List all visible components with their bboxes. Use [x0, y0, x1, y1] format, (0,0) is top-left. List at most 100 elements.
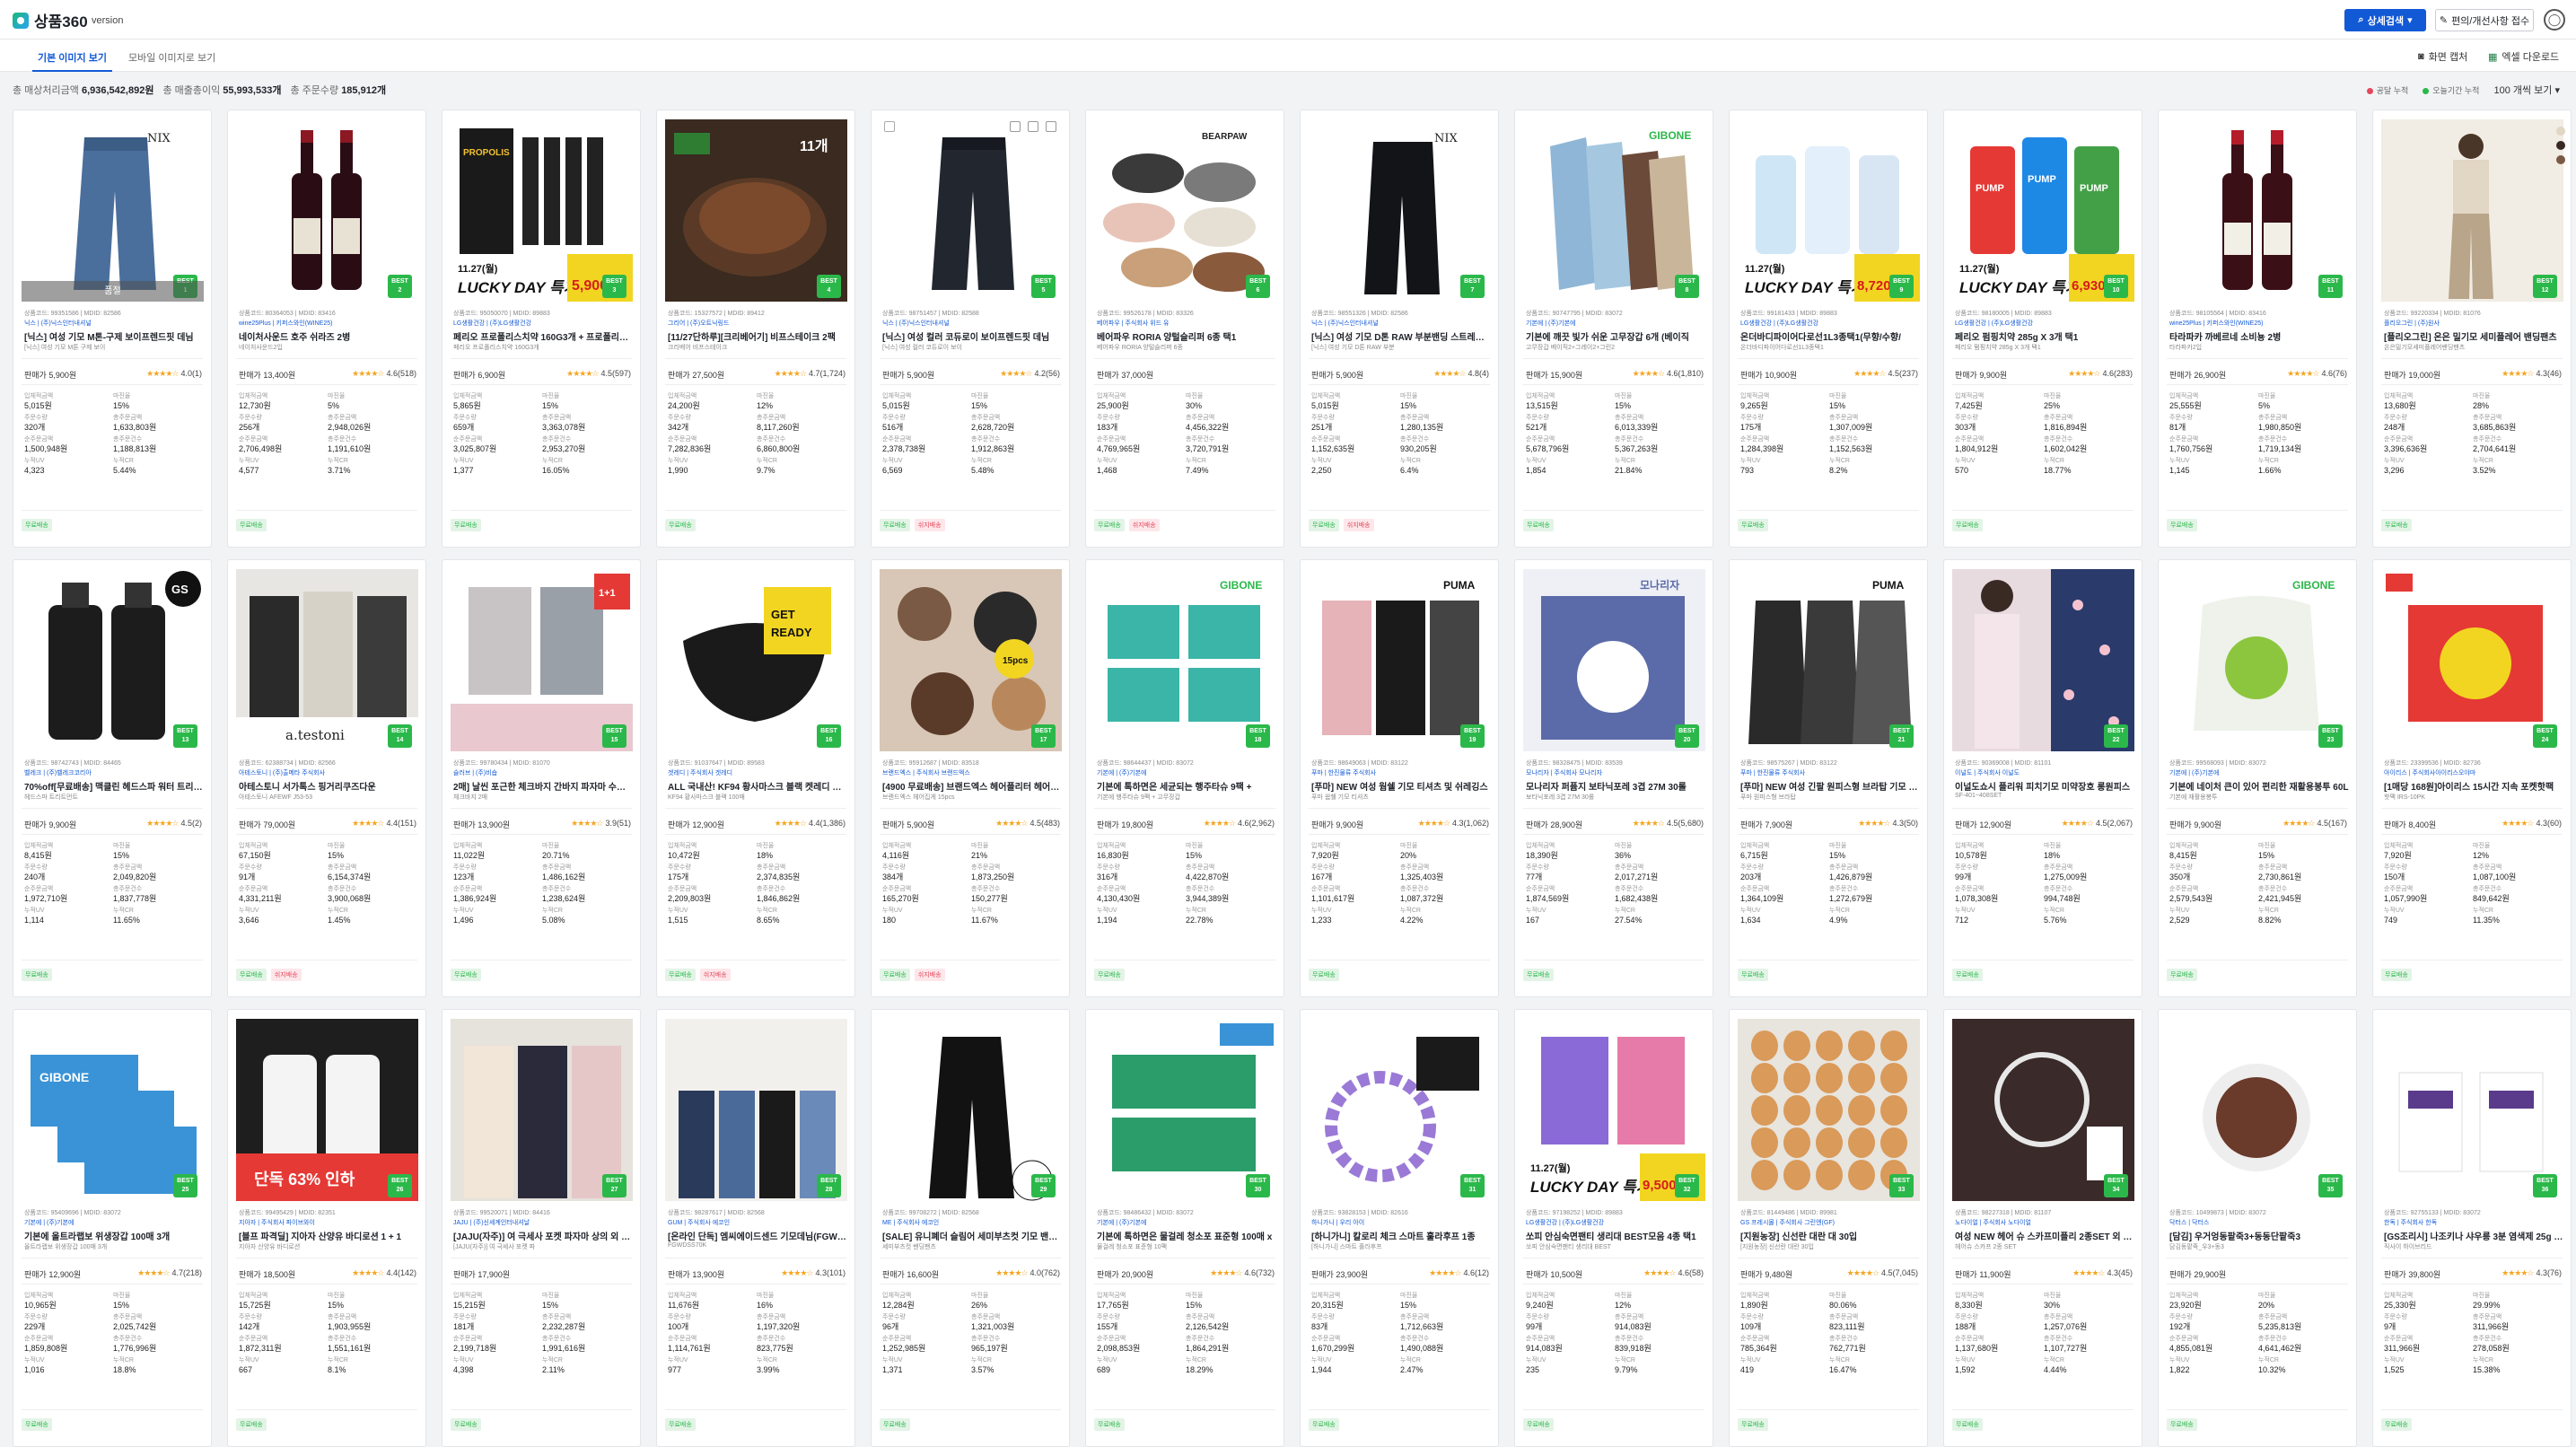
brand-link[interactable]: LG생활건강 | (주)LG생활건강 [1526, 1220, 1605, 1226]
bag-icon[interactable] [1028, 121, 1038, 132]
brand-link[interactable]: LG생활건강 | (주)LG생활건강 [1955, 320, 2034, 327]
product-title[interactable]: [푸마] NEW 여성 웜쉘 기모 티셔츠 및 쉬레깅스 [1311, 783, 1488, 793]
product-title[interactable]: [블프 파격딜] 지아자 산양유 바디로션 1 + 1 [239, 1232, 402, 1242]
select-checkbox[interactable] [884, 121, 895, 132]
brand-link[interactable]: 아이리스 | 주식회사아이리스오야마 [2384, 770, 2476, 776]
product-image[interactable]: NIX BEST 7 [1309, 119, 1491, 302]
per-page-select[interactable]: 100 개씩 보기 ▾ [2493, 85, 2560, 96]
product-title[interactable]: [하니가니] 칼로리 체크 스마트 훌라후프 1종 [1311, 1232, 1476, 1242]
product-title[interactable]: 네이처사운드 호주 쉬라즈 2병 [239, 333, 351, 343]
product-card[interactable]: NIX BEST1품절상품코드: 99351586 | MDID: 82586 … [13, 110, 212, 548]
brand-link[interactable]: wine25Plus | 키퍼스와인(WINE25) [2169, 320, 2264, 327]
product-card[interactable]: BEST 22 상품코드: 90369008 | MDID: 81101 이널도 |… [1943, 559, 2142, 997]
brand-link[interactable]: 그리어 | (주)오트닉링드 [668, 320, 730, 327]
capture-button[interactable]: ◙ 화면 캡처 [2418, 51, 2468, 63]
product-image[interactable]: BEST 12 [2381, 119, 2563, 302]
product-card[interactable]: BEST 33 상품코드: 81449486 | MDID: 89981 GS 프레… [1729, 1009, 1928, 1447]
product-image[interactable]: BEST 31 [1309, 1019, 1491, 1201]
product-image[interactable]: 모나리자 BEST 20 [1523, 569, 1705, 751]
product-title[interactable]: 기본에 올트라랩보 위생장갑 100매 3개 [24, 1232, 171, 1242]
product-card[interactable]: BEST 34 상품코드: 98227318 | MDID: 81107 노다이얼 … [1943, 1009, 2142, 1447]
product-title[interactable]: 쏘피 안심숙면팬티 생리대 BEST모음 4종 택1 [1526, 1232, 1696, 1242]
product-image[interactable]: GIBONE BEST 25 [22, 1019, 204, 1201]
excel-download-button[interactable]: ▦ 엑셀 다운로드 [2488, 51, 2560, 64]
user-icon[interactable]: ◯ [2544, 9, 2565, 31]
product-image[interactable]: GIBONE BEST 23 [2167, 569, 2349, 751]
brand-link[interactable]: 닥터스 | 닥터스 [2169, 1220, 2210, 1226]
color-swatch[interactable] [2556, 141, 2565, 150]
brand-link[interactable]: 겟레디 | 주식회사 겟레디 [668, 770, 733, 776]
product-title[interactable]: [닉스] 여성 컬러 코듀로이 보이프렌드핏 데님 [882, 333, 1050, 343]
product-card[interactable]: BEST 2 상품코드: 80364053 | MDID: 83416 wine25… [227, 110, 426, 548]
product-image[interactable]: GET READY BEST 16 [665, 569, 847, 751]
brand-link[interactable]: 노다이얼 | 주식회사 노다이얼 [1955, 1220, 2031, 1226]
product-title[interactable]: 타라파카 까베르네 소비뇽 2병 [2169, 333, 2282, 343]
product-image[interactable]: GIBONE BEST 8 [1523, 119, 1705, 302]
product-card[interactable]: PUMP PUMP PUMP 11.27(월) LUCKY DAY 특가 6,930원 B… [1943, 110, 2142, 548]
product-image[interactable]: PROPOLIS 11.27(월) LUCKY DAY 특가 5,900원 BEST 3 [451, 119, 633, 302]
product-card[interactable]: BEST 24 상품코드: 23399536 | MDID: 82736 아이리스 … [2372, 559, 2572, 997]
brand-link[interactable]: 기본에 | (주)기본에 [1526, 320, 1576, 327]
product-card[interactable]: BEST 29 상품코드: 99708272 | MDID: 82568 ME | … [871, 1009, 1070, 1447]
product-title[interactable]: 모나리자 퍼퓸지 보타닉포레 3겹 27M 30롤 [1526, 783, 1687, 793]
product-card[interactable]: BEST 31 상품코드: 93828153 | MDID: 82616 하니가니 … [1300, 1009, 1499, 1447]
product-title[interactable]: [1매당 168원]아이리스 15시간 지속 포켓핫팩 [2384, 783, 2554, 793]
product-image[interactable]: PUMA BEST 21 [1738, 569, 1920, 751]
product-image[interactable]: BEST 24 [2381, 569, 2563, 751]
product-card[interactable]: PUMA BEST 19 상품코드: 98649063 | MDID: 83122 … [1300, 559, 1499, 997]
color-swatch[interactable] [2556, 155, 2565, 164]
product-card[interactable]: a.testoni BEST 14 상품코드: 62388734 | MDID: 8… [227, 559, 426, 997]
product-image[interactable]: 15pcs BEST 17 [880, 569, 1062, 751]
brand-link[interactable]: 기본에 | (주)기본에 [24, 1220, 74, 1226]
brand-link[interactable]: 벨레크 | (주)벨레크코리아 [24, 770, 92, 776]
product-image[interactable]: BEST 27 [451, 1019, 633, 1201]
product-image[interactable]: BEST 36 [2381, 1019, 2563, 1201]
brand-link[interactable]: 브랜드엑스 | 주식회사 브랜드엑스 [882, 770, 970, 776]
product-title[interactable]: [온라인 단독] 엠씨에이드센드 기모데님(FGWDSS70) [668, 1232, 847, 1242]
product-card[interactable]: BEST 30 상품코드: 98486432 | MDID: 83072 기본에 |… [1085, 1009, 1284, 1447]
brand-link[interactable]: GUM | 주식회사 에코인 [668, 1220, 731, 1226]
product-image[interactable]: BEST 34 [1952, 1019, 2134, 1201]
product-image[interactable]: BEST 11 [2167, 119, 2349, 302]
product-card[interactable]: GIBONE BEST 18 상품코드: 98644437 | MDID: 8307… [1085, 559, 1284, 997]
product-title[interactable]: 이널도쇼시 플리워 피치기모 미약장호 롱원피스 [1955, 783, 2131, 793]
product-image[interactable]: PUMP PUMP PUMP 11.27(월) LUCKY DAY 특가 6,930원 B… [1952, 119, 2134, 302]
brand-link[interactable]: 모나리자 | 주식회사 모나리자 [1526, 770, 1602, 776]
product-image[interactable]: 11.27(월) LUCKY DAY 특가 9,500원 BEST 32 [1523, 1019, 1705, 1201]
product-card[interactable]: 11개 BEST 4 상품코드: 15327572 | MDID: 89412 그리… [656, 110, 855, 548]
product-title[interactable]: [닉스] 여성 기모 D톤 RAW 부분밴딩 스트레이트 [1311, 333, 1491, 343]
brand-link[interactable]: 아테스토니 | (주)출메타 주식회사 [239, 770, 326, 776]
product-title[interactable]: 페리오 펌핑치약 285g X 3개 택1 [1955, 333, 2079, 343]
product-title[interactable]: 온더바디파이어다로선1L3종택1(무향/수향/ [1740, 333, 1901, 343]
brand-link[interactable]: 하니가니 | 우리 아이 [1311, 1220, 1365, 1226]
brand-link[interactable]: 닉스 | (주)닉스인터내셔널 [24, 320, 92, 327]
brand-link[interactable]: 기본에 | (주)기본에 [2169, 770, 2220, 776]
product-image[interactable]: 11.27(월) LUCKY DAY 특가 8,720원 BEST 9 [1738, 119, 1920, 302]
product-card[interactable]: BEST 36 상품코드: 92755133 | MDID: 83072 한독 | … [2372, 1009, 2572, 1447]
product-card[interactable]: GIBONE BEST 8 상품코드: 90747795 | MDID: 83072… [1514, 110, 1713, 548]
product-title[interactable]: 페리오 프로폴리스치약 160G3개 + 프로폴리스칫솔 [453, 333, 633, 343]
product-title[interactable]: 기본에 톡하면은 물걸레 청소포 표준형 100매 x [1097, 1232, 1273, 1242]
brand-link[interactable]: ME | 주식회사 에코인 [882, 1220, 940, 1226]
product-card[interactable]: GET READY BEST 16 상품코드: 91037647 | MDID: 89… [656, 559, 855, 997]
product-image[interactable]: BEST 28 [665, 1019, 847, 1201]
product-title[interactable]: [11/27단하루][크리베어기] 비프스테이크 2팩 [668, 333, 836, 343]
brand-link[interactable]: 플리오그린 | (주)원사 [2384, 320, 2440, 327]
brand-link[interactable]: 푸마 | 한진물류 주식회사 [1311, 770, 1377, 776]
product-title[interactable]: 베어파우 RORIA 양털슬리퍼 6종 택1 [1097, 333, 1237, 343]
tab-mobile-image[interactable]: 모바일 이미지로 보기 [128, 53, 216, 64]
brand-link[interactable]: 한독 | 주식회사 한독 [2384, 1220, 2438, 1226]
app-logo[interactable]: 상품360 [13, 9, 88, 31]
brand-link[interactable]: 지아자 | 주식회사 파이브와이 [239, 1220, 315, 1226]
product-card[interactable]: 모나리자 BEST 20 상품코드: 98328475 | MDID: 83539 … [1514, 559, 1713, 997]
product-card[interactable]: BEST 35 상품코드: 10499873 | MDID: 83072 닥터스 |… [2158, 1009, 2357, 1447]
product-image[interactable]: BEST 2 [236, 119, 418, 302]
product-image[interactable]: 11개 BEST 4 [665, 119, 847, 302]
product-title[interactable]: [플리오그린] 온은 밀기모 세미플레어 밴딩팬츠 [2384, 333, 2557, 343]
product-card[interactable]: 15pcs BEST 17 상품코드: 95912687 | MDID: 83518… [871, 559, 1070, 997]
brand-link[interactable]: 닉스 | (주)닉스인터내셔널 [1311, 320, 1379, 327]
brand-link[interactable]: LG생활건강 | (주)LG생활건강 [1740, 320, 1819, 327]
product-card[interactable]: 11.27(월) LUCKY DAY 특가 9,500원 BEST 32 상품코드: 9… [1514, 1009, 1713, 1447]
product-card[interactable]: GIBONE BEST 25 상품코드: 95409696 | MDID: 8307… [13, 1009, 212, 1447]
brand-link[interactable]: wine25Plus | 키퍼스와인(WINE25) [239, 320, 333, 327]
